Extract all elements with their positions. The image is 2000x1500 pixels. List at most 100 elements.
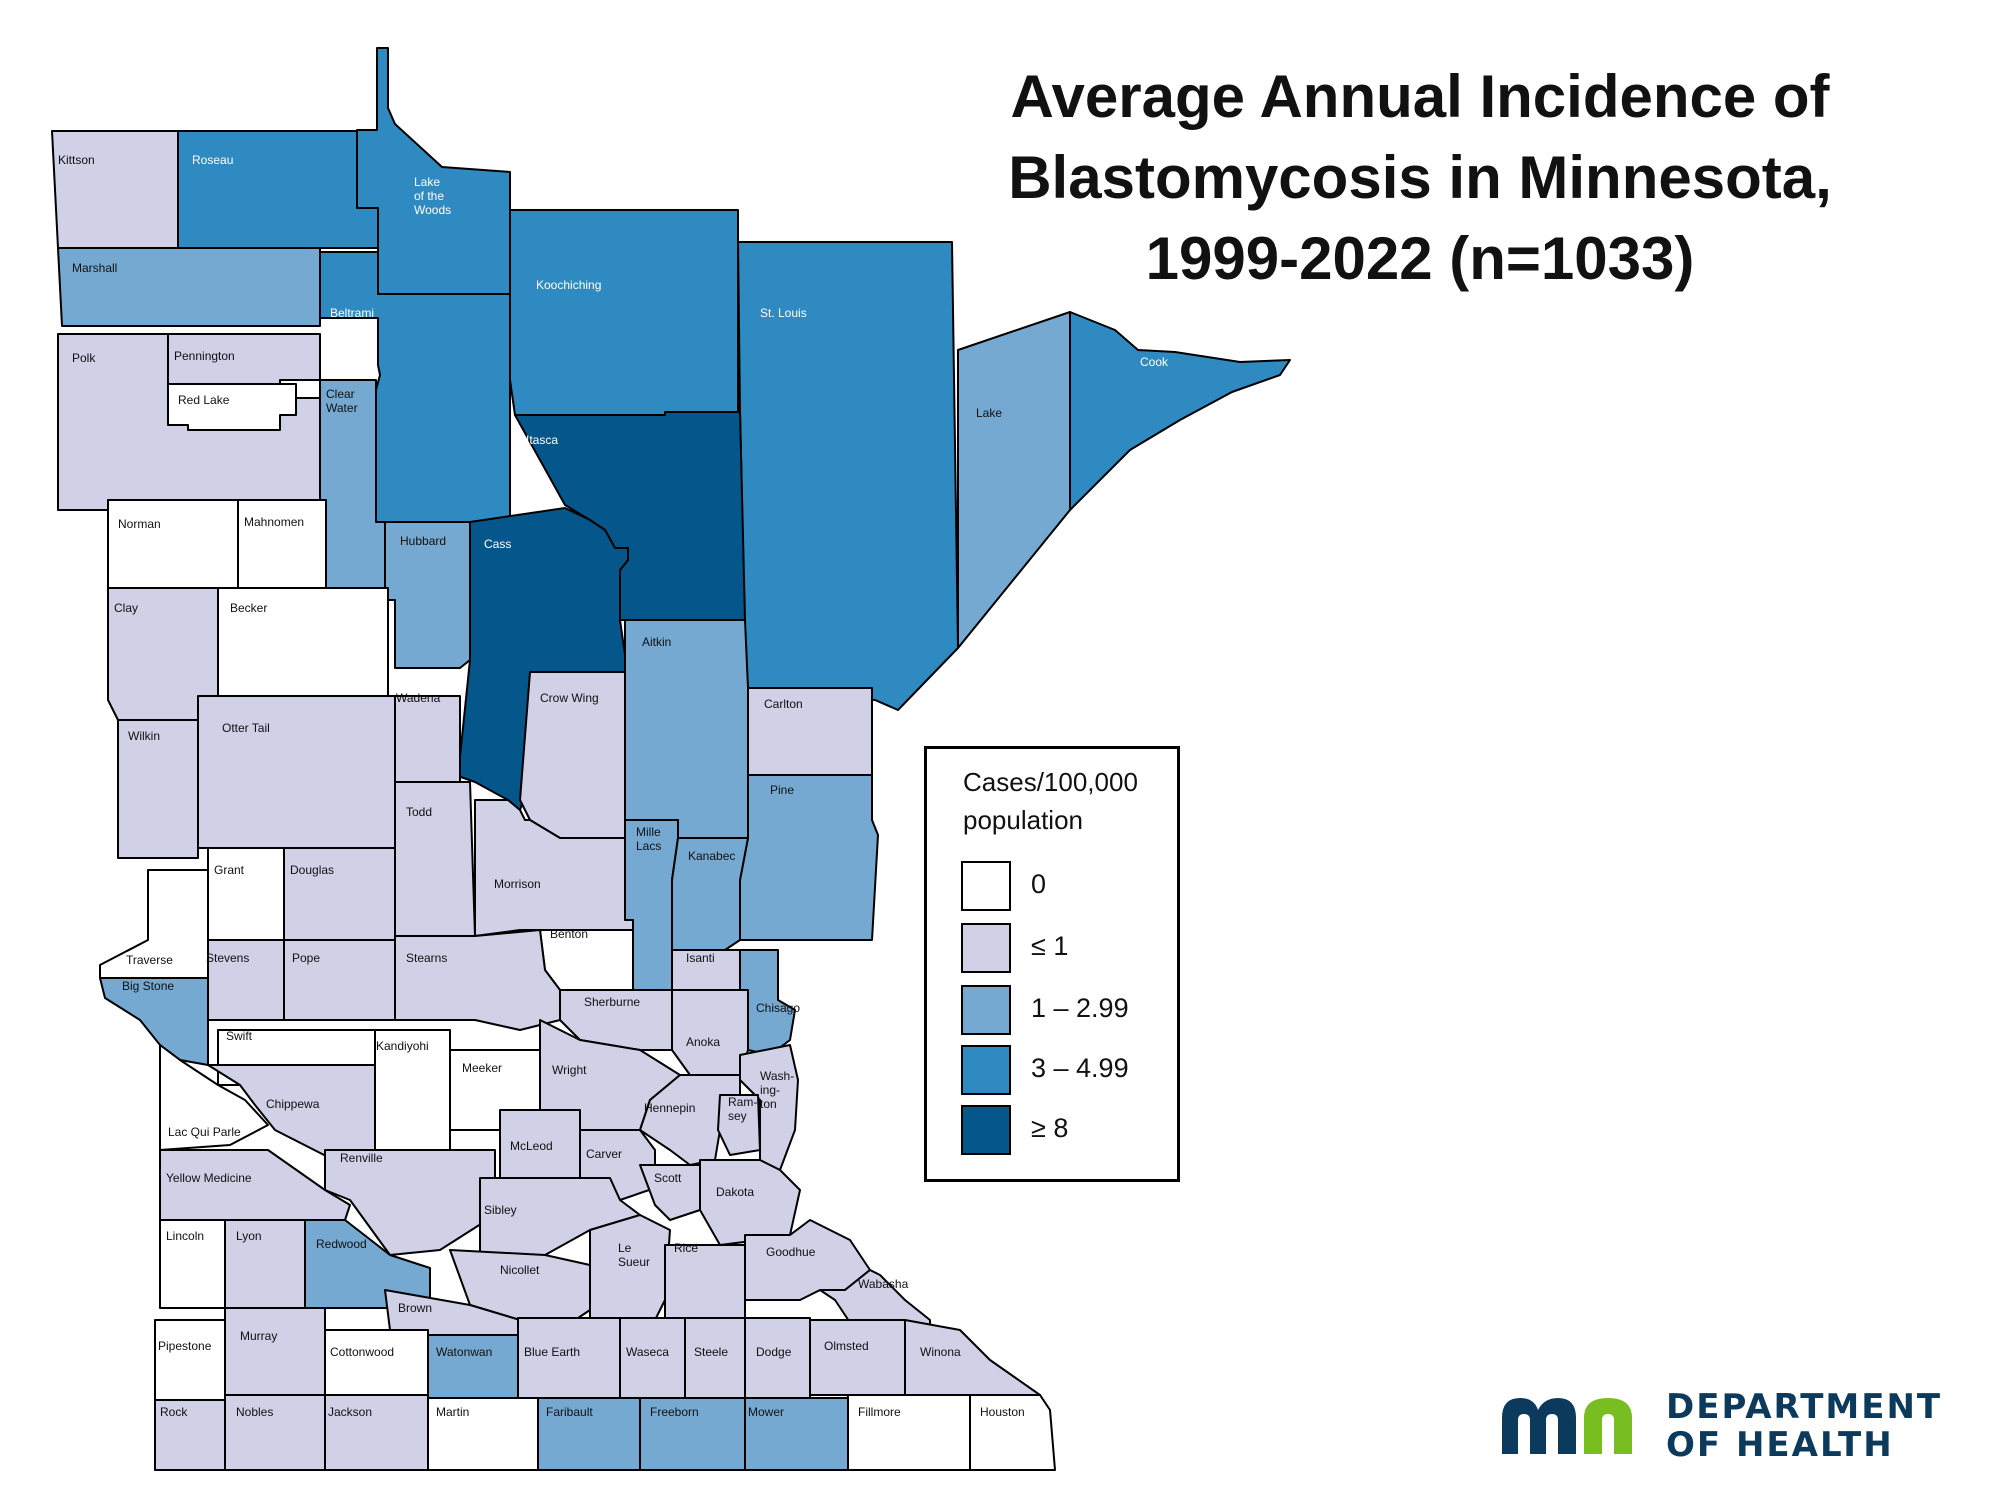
county-wadena[interactable] (394, 695, 461, 783)
county-label-washington: Wash-ing-ton (760, 1069, 794, 1111)
county-rice[interactable] (664, 1244, 746, 1321)
county-aitkin[interactable] (624, 619, 749, 839)
county-label-otter-tail: Otter Tail (222, 721, 270, 735)
county-label-clay: Clay (114, 601, 138, 615)
map-title: Average Annual Incidence of Blastomycosi… (960, 56, 1880, 299)
county-label-carlton: Carlton (764, 697, 803, 711)
county-wabasha[interactable] (819, 1269, 931, 1331)
county-otter-tail[interactable] (197, 695, 396, 849)
county-ramsey[interactable] (717, 1094, 761, 1156)
county-cottonwood[interactable] (324, 1329, 429, 1396)
county-dakota[interactable] (699, 1159, 801, 1246)
county-label-hennepin: Hennepin (644, 1101, 695, 1115)
county-label-waseca: Waseca (626, 1345, 669, 1359)
county-label-jackson: Jackson (328, 1405, 372, 1419)
county-label-martin: Martin (436, 1405, 469, 1419)
legend-item-1: ≤ 1 (961, 923, 1171, 979)
county-label-ramsey: Ram-sey (728, 1095, 757, 1123)
county-chippewa[interactable] (207, 1064, 376, 1159)
county-label-koochiching: Koochiching (536, 278, 601, 292)
county-label-st-louis: St. Louis (760, 306, 807, 320)
county-lake-of-the-woods[interactable] (356, 47, 511, 295)
county-label-lincoln: Lincoln (166, 1229, 204, 1243)
county-lake[interactable] (957, 311, 1071, 649)
county-kittson[interactable] (51, 130, 179, 249)
county-label-meeker: Meeker (462, 1061, 502, 1075)
county-label-mille-lacs: Mille Lacs (636, 825, 661, 853)
county-houston[interactable] (969, 1394, 1056, 1471)
county-label-winona: Winona (920, 1345, 961, 1359)
map-title-line-1: Average Annual Incidence of (1010, 63, 1830, 130)
legend-label: ≤ 1 (1031, 931, 1069, 961)
mdh-logo-text: DEPARTMENT OF HEALTH (1666, 1388, 1942, 1464)
legend-swatch (961, 1045, 1011, 1095)
county-norman[interactable] (107, 499, 239, 589)
county-mahnomen[interactable] (237, 499, 327, 589)
county-winona[interactable] (904, 1319, 1041, 1396)
county-label-olmsted: Olmsted (824, 1339, 869, 1353)
county-douglas[interactable] (283, 847, 396, 941)
map-title-line-2: Blastomycosis in Minnesota, (1008, 144, 1832, 211)
legend-swatch (961, 1105, 1011, 1155)
county-olmsted[interactable] (809, 1319, 906, 1396)
legend-label: ≥ 8 (1031, 1113, 1069, 1143)
county-murray[interactable] (224, 1307, 326, 1396)
county-label-traverse: Traverse (126, 953, 173, 967)
county-label-marshall: Marshall (72, 261, 117, 275)
county-label-cook: Cook (1140, 355, 1169, 369)
county-pine[interactable] (739, 774, 879, 941)
legend-title: Cases/100,000 population (963, 763, 1183, 839)
legend-title-line-2: population (963, 805, 1083, 835)
mn-logo-icon (1502, 1398, 1632, 1454)
county-cook[interactable] (1069, 311, 1291, 511)
county-label-dakota: Dakota (716, 1185, 754, 1199)
county-label-lac-qui-parle: Lac Qui Parle (168, 1125, 241, 1139)
county-grant[interactable] (207, 847, 285, 941)
county-label-chippewa: Chippewa (266, 1097, 320, 1111)
county-red-lake[interactable] (167, 383, 297, 431)
county-kanabec[interactable] (671, 837, 749, 951)
county-anoka[interactable] (671, 989, 749, 1076)
county-koochiching[interactable] (509, 209, 739, 416)
legend-item-4: ≥ 8 (961, 1105, 1171, 1161)
county-label-sherburne: Sherburne (584, 995, 640, 1009)
county-label-hubbard: Hubbard (400, 534, 446, 548)
county-label-redwood: Redwood (316, 1237, 367, 1251)
county-wilkin[interactable] (117, 719, 199, 859)
county-marshall[interactable] (57, 247, 321, 327)
county-label-sibley: Sibley (484, 1203, 517, 1217)
legend-swatch (961, 923, 1011, 973)
county-label-roseau: Roseau (192, 153, 233, 167)
county-label-kandiyohi: Kandiyohi (376, 1039, 429, 1053)
county-label-beltrami: Beltrami (330, 306, 374, 320)
county-label-chisago: Chisago (756, 1001, 800, 1015)
county-label-nicollet: Nicollet (500, 1263, 540, 1277)
county-label-wadena: Wadena (396, 691, 441, 705)
mdh-logo: DEPARTMENT OF HEALTH (1496, 1388, 1940, 1464)
county-morrison[interactable] (474, 799, 634, 937)
county-label-mahnomen: Mahnomen (244, 515, 304, 529)
county-label-dodge: Dodge (756, 1345, 792, 1359)
county-label-fillmore: Fillmore (858, 1405, 901, 1419)
county-label-mower: Mower (748, 1405, 784, 1419)
county-label-anoka: Anoka (686, 1035, 720, 1049)
county-label-nobles: Nobles (236, 1405, 273, 1419)
county-label-steele: Steele (694, 1345, 728, 1359)
county-label-aitkin: Aitkin (642, 635, 671, 649)
county-yellow-medicine[interactable] (159, 1149, 351, 1221)
county-label-itasca: Itasca (526, 433, 558, 447)
logo-line-2: OF HEALTH (1666, 1425, 1894, 1465)
county-label-lake-of-the-woods: Lake of the Woods (414, 175, 451, 217)
county-label-wright: Wright (552, 1063, 587, 1077)
county-pipestone[interactable] (154, 1319, 226, 1401)
county-stearns[interactable] (394, 929, 561, 1031)
map-legend: Cases/100,000 population 0 ≤ 1 1 – 2.99 … (924, 746, 1180, 1182)
county-label-polk: Polk (72, 351, 96, 365)
legend-title-line-1: Cases/100,000 (963, 767, 1138, 797)
county-label-pipestone: Pipestone (158, 1339, 212, 1353)
county-label-pope: Pope (292, 951, 320, 965)
legend-swatch (961, 861, 1011, 911)
legend-label: 1 – 2.99 (1031, 993, 1129, 1023)
county-label-swift: Swift (226, 1029, 253, 1043)
county-label-freeborn: Freeborn (650, 1405, 699, 1419)
